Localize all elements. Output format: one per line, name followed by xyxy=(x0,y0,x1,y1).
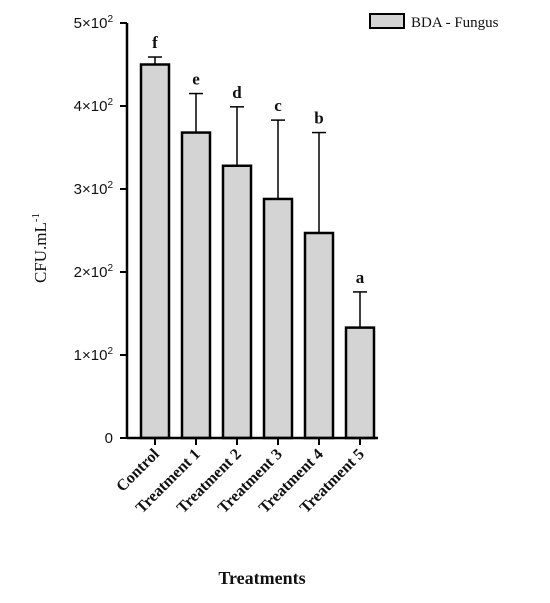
y-tick-label: 1×102 xyxy=(74,346,114,364)
y-axis-title-superscript: -1 xyxy=(30,213,42,222)
legend-swatch xyxy=(369,13,405,29)
significance-letter-2: e xyxy=(192,70,200,89)
significance-letter-3: d xyxy=(232,83,242,102)
y-axis-title: CFU.mL-1 xyxy=(30,213,50,283)
bars-group xyxy=(139,63,376,440)
bar-6 xyxy=(344,326,376,440)
y-tick-label: 3×102 xyxy=(74,180,114,198)
y-tick-label: 2×102 xyxy=(74,263,114,281)
significance-letter-4: c xyxy=(274,96,282,115)
bar-3 xyxy=(221,164,253,440)
bar-2 xyxy=(180,131,212,440)
significance-letter-5: b xyxy=(314,109,323,128)
bar-5 xyxy=(303,231,335,440)
error-bars-group xyxy=(148,56,367,328)
bar-1 xyxy=(139,63,171,440)
significance-letter-6: a xyxy=(356,268,365,287)
y-axis-title-text: CFU.mL xyxy=(31,222,50,283)
y-tick-label: 0 xyxy=(105,430,113,447)
x-axis-title: Treatments xyxy=(218,568,305,588)
legend-label: BDA - Fungus xyxy=(411,15,499,31)
bar-4 xyxy=(262,197,294,440)
significance-letters-group: f e d c b a xyxy=(152,33,365,287)
y-tick-label: 5×102 xyxy=(74,14,114,32)
significance-letter-1: f xyxy=(152,33,158,52)
y-axis-ticks: 0 1×102 2×102 3×102 4×102 5×102 xyxy=(74,14,127,447)
legend: BDA - Fungus xyxy=(369,13,499,31)
y-tick-label: 4×102 xyxy=(74,97,114,115)
